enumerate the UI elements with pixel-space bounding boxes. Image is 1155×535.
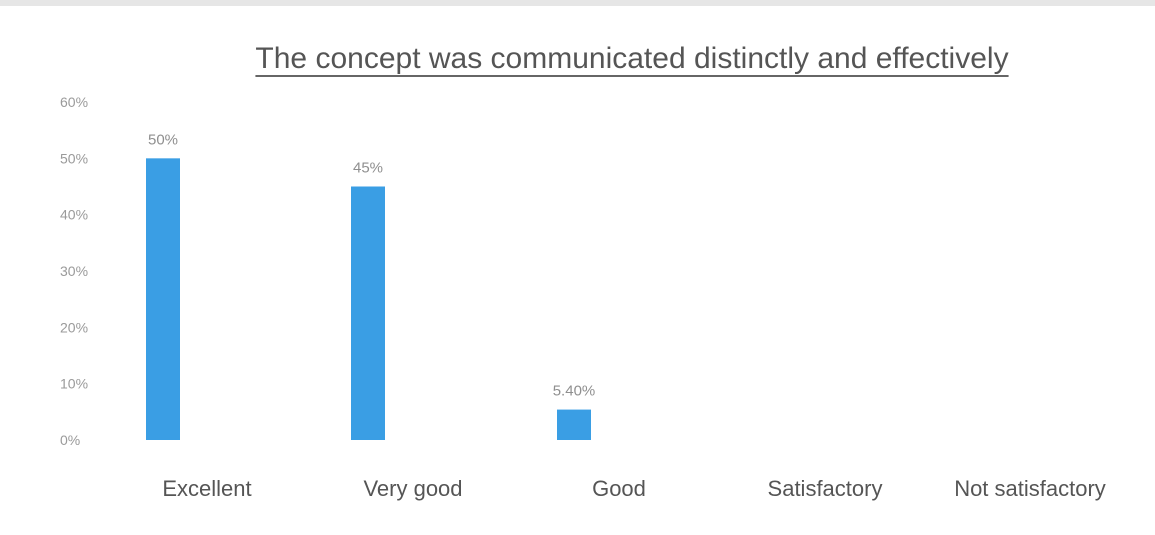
- y-tick-label: 30%: [60, 263, 88, 279]
- scan-top-strip: [0, 0, 1155, 6]
- x-category-label: Very good: [363, 476, 462, 501]
- bar-excellent: [146, 158, 180, 441]
- x-category-label: Good: [592, 476, 646, 501]
- bars-group: [146, 158, 591, 441]
- y-tick-label: 50%: [60, 150, 88, 166]
- data-label: 50%: [148, 131, 178, 148]
- x-category-label: Not satisfactory: [954, 476, 1106, 501]
- y-tick-label: 10%: [60, 376, 88, 392]
- chart-title: The concept was communicated distinctly …: [255, 42, 1008, 75]
- x-axis: Excellent Very good Good Satisfactory Not sa…: [162, 476, 1105, 501]
- data-labels-group: 50% 45% 5.40%: [148, 131, 595, 399]
- bar-very-good: [351, 186, 385, 440]
- y-axis: 0% 10% 20% 30% 40% 50% 60%: [60, 94, 88, 448]
- data-label: 45%: [353, 160, 383, 177]
- data-label: 5.40%: [553, 383, 596, 400]
- y-tick-label: 40%: [60, 207, 88, 223]
- y-tick-label: 0%: [60, 432, 80, 448]
- y-tick-label: 60%: [60, 94, 88, 110]
- bar-good: [557, 409, 591, 440]
- y-tick-label: 20%: [60, 319, 88, 335]
- x-category-label: Satisfactory: [768, 476, 883, 501]
- x-category-label: Excellent: [162, 476, 251, 501]
